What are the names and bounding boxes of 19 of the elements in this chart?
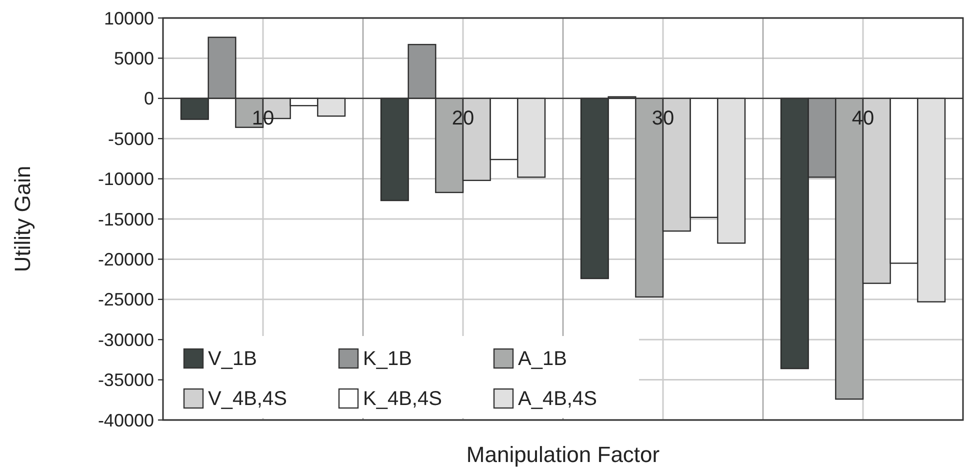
y-tick-label: -30000	[98, 330, 154, 350]
y-tick-label: 10000	[104, 8, 154, 28]
legend-label: K_4B,4S	[363, 388, 442, 410]
y-tick-label: -10000	[98, 169, 154, 190]
y-axis-title: Utility Gain	[10, 166, 35, 272]
legend-label: A_1B	[518, 348, 567, 370]
legend-label: A_4B,4S	[518, 388, 597, 410]
legend-label: V_1B	[208, 348, 257, 370]
y-tick-label: -40000	[98, 410, 154, 430]
y-tick-label: -15000	[98, 209, 154, 230]
legend-label: K_1B	[363, 348, 412, 370]
y-tick-label: -35000	[98, 370, 154, 390]
y-tick-label: 0	[144, 88, 154, 109]
y-tick-label: -20000	[98, 250, 154, 270]
x-axis-title: Manipulation Factor	[466, 442, 660, 467]
y-tick-label: 5000	[114, 48, 154, 68]
legend-label: V_4B,4S	[208, 388, 287, 410]
y-tick-label: -25000	[98, 290, 154, 310]
y-tick-label: -5000	[108, 128, 154, 149]
